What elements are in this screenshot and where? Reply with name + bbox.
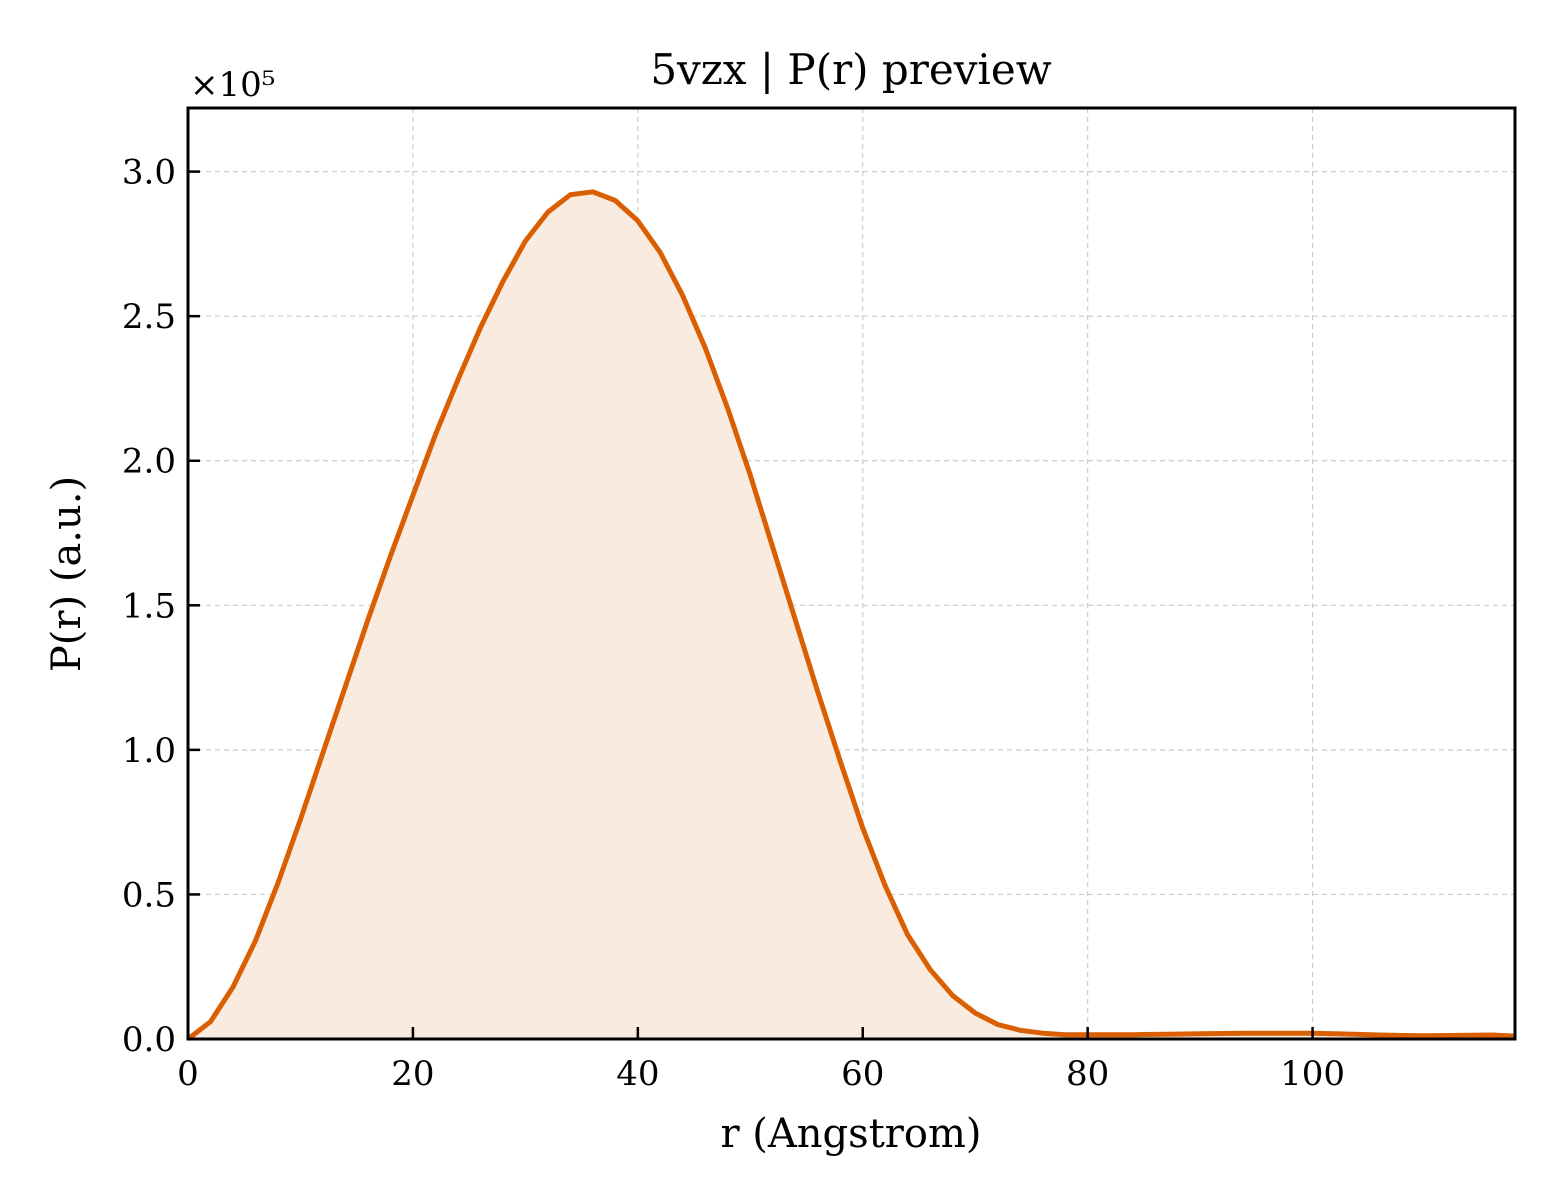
y-multiplier-label: ×10⁵ [190, 65, 275, 105]
x-tick-label: 60 [841, 1054, 884, 1094]
pr-curve-line [186, 189, 1516, 1041]
chart-title: 5vzx | P(r) preview [650, 45, 1051, 94]
y-tick-label: 2.5 [122, 297, 176, 337]
x-tick-label: 20 [391, 1054, 434, 1094]
x-tick-label: 80 [1066, 1054, 1109, 1094]
y-tick-label: 0.0 [122, 1020, 176, 1060]
x-axis-label: r (Angstrom) [720, 1111, 981, 1157]
x-tick-label: 100 [1280, 1054, 1345, 1094]
y-tick-label: 1.5 [122, 586, 176, 626]
pr-area-fill [188, 191, 1515, 1040]
y-tick-label: 2.0 [122, 442, 176, 482]
y-axis-label: P(r) (a.u.) [44, 476, 90, 672]
ticks: 0 20 40 60 80 100 0.0 0.5 1.0 1.5 2.0 2.5 3.0 [122, 153, 1345, 1094]
y-tick-label: 0.5 [122, 875, 176, 915]
plot-frame [186, 106, 1517, 1041]
y-tick-label: 3.0 [122, 153, 176, 193]
y-tick-label: 1.0 [122, 731, 176, 771]
x-tick-label: 0 [177, 1054, 199, 1094]
x-tick-label: 40 [616, 1054, 659, 1094]
